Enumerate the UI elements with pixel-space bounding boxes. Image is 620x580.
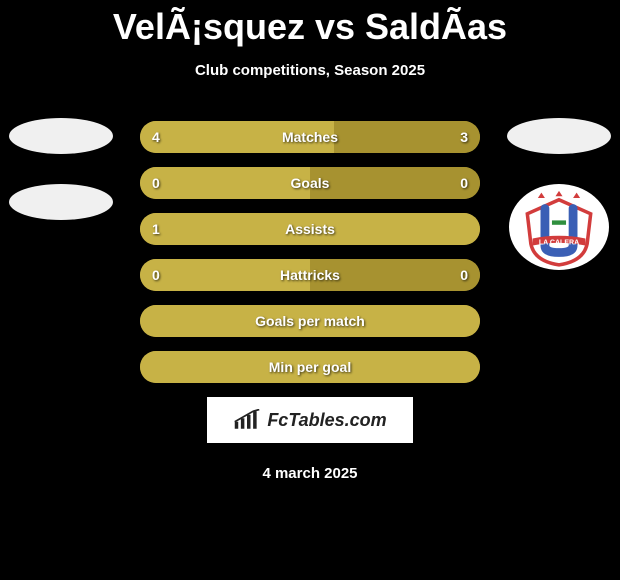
- stat-row: Min per goal: [140, 351, 480, 383]
- subtitle: Club competitions, Season 2025: [0, 62, 620, 79]
- watermark: FcTables.com: [207, 397, 413, 443]
- stat-row: Assists 1: [140, 213, 480, 245]
- player-right-club-crest: LA CALERA: [509, 184, 609, 270]
- stat-label: Matches: [282, 129, 338, 145]
- stat-row: Matches 4 3: [140, 121, 480, 153]
- stat-label: Min per goal: [269, 359, 351, 375]
- stat-label: Assists: [285, 221, 335, 237]
- la-calera-crest-icon: LA CALERA: [515, 187, 603, 267]
- stat-label: Hattricks: [280, 267, 340, 283]
- chart-icon: [233, 409, 261, 431]
- stat-fill-right: [334, 121, 480, 153]
- stat-fill-left: [140, 167, 310, 199]
- stat-fill-right: [310, 167, 480, 199]
- stat-value-right: 0: [460, 167, 468, 199]
- player-left-badges: [6, 118, 116, 220]
- player-right-avatar-placeholder: [507, 118, 611, 154]
- stat-row: Goals per match: [140, 305, 480, 337]
- stat-value-right: 0: [460, 259, 468, 291]
- page-title: VelÃ¡squez vs SaldÃ­as: [0, 0, 620, 48]
- stat-label: Goals: [291, 175, 330, 191]
- stat-label: Goals per match: [255, 313, 365, 329]
- stat-row: Hattricks 0 0: [140, 259, 480, 291]
- player-right-badges: LA CALERA: [504, 118, 614, 270]
- stat-row: Goals 0 0: [140, 167, 480, 199]
- player-left-avatar-placeholder: [9, 118, 113, 154]
- svg-text:LA CALERA: LA CALERA: [539, 240, 579, 247]
- watermark-text: FcTables.com: [267, 410, 386, 431]
- player-left-club-placeholder: [9, 184, 113, 220]
- stat-value-left: 0: [152, 167, 160, 199]
- stat-value-left: 0: [152, 259, 160, 291]
- stat-value-right: 3: [460, 121, 468, 153]
- date-label: 4 march 2025: [0, 465, 620, 482]
- stat-value-left: 4: [152, 121, 160, 153]
- stat-value-left: 1: [152, 213, 160, 245]
